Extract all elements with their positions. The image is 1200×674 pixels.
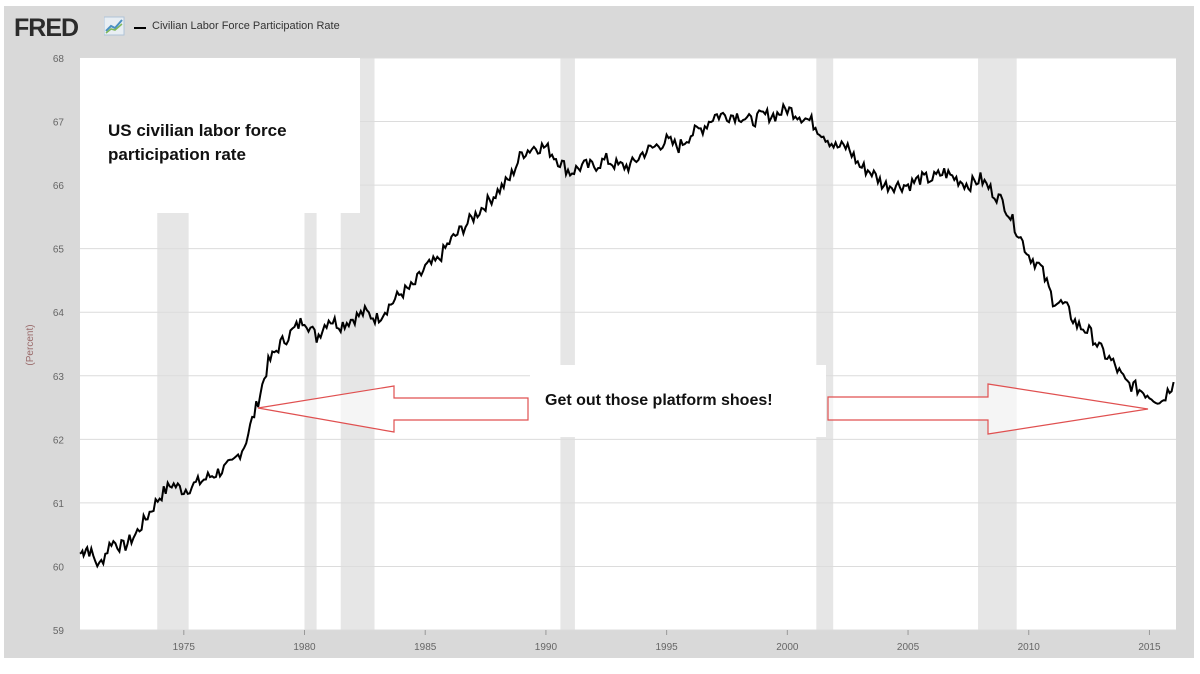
y-tick-label: 64 <box>53 308 65 319</box>
x-tick-label: 1990 <box>535 642 558 653</box>
y-tick-label: 62 <box>53 435 65 446</box>
y-tick-label: 66 <box>53 181 65 192</box>
x-tick-label: 2005 <box>897 642 920 653</box>
y-tick-label: 59 <box>53 626 65 637</box>
recession-band <box>978 58 1017 630</box>
left-arrow <box>257 385 529 433</box>
x-tick-label: 1975 <box>173 642 196 653</box>
recession-band <box>816 58 834 630</box>
x-tick-label: 1995 <box>656 642 679 653</box>
x-tick-label: 2015 <box>1138 642 1161 653</box>
x-tick-label: 1980 <box>293 642 316 653</box>
y-tick-label: 61 <box>53 499 65 510</box>
arrow-label-box <box>530 365 826 437</box>
x-tick-label: 2000 <box>776 642 799 653</box>
legend-label: Civilian Labor Force Participation Rate <box>152 20 340 32</box>
x-tick-label: 2010 <box>1018 642 1041 653</box>
x-tick-label: 1985 <box>414 642 437 653</box>
series-line <box>79 101 1175 569</box>
arrow-label: Get out those platform shoes! <box>545 392 773 409</box>
fred-logo[interactable]: FRED <box>14 14 79 42</box>
annotation-title-line1: US civilian labor force <box>108 121 287 140</box>
y-tick-label: 65 <box>53 245 65 256</box>
y-tick-label: 63 <box>53 372 65 383</box>
right-arrow <box>827 383 1149 435</box>
y-tick-label: 67 <box>53 118 65 129</box>
annotation-box <box>80 58 360 213</box>
legend-line-swatch <box>134 27 146 29</box>
recession-band <box>560 58 575 630</box>
y-tick-label: 68 <box>53 54 65 65</box>
annotation-box-cut <box>80 100 106 190</box>
annotation-title-line2: participation rate <box>108 145 246 164</box>
chart-logo-icon <box>104 16 125 36</box>
y-axis-label: (Percent) <box>25 324 36 365</box>
y-tick-label: 60 <box>53 562 65 573</box>
